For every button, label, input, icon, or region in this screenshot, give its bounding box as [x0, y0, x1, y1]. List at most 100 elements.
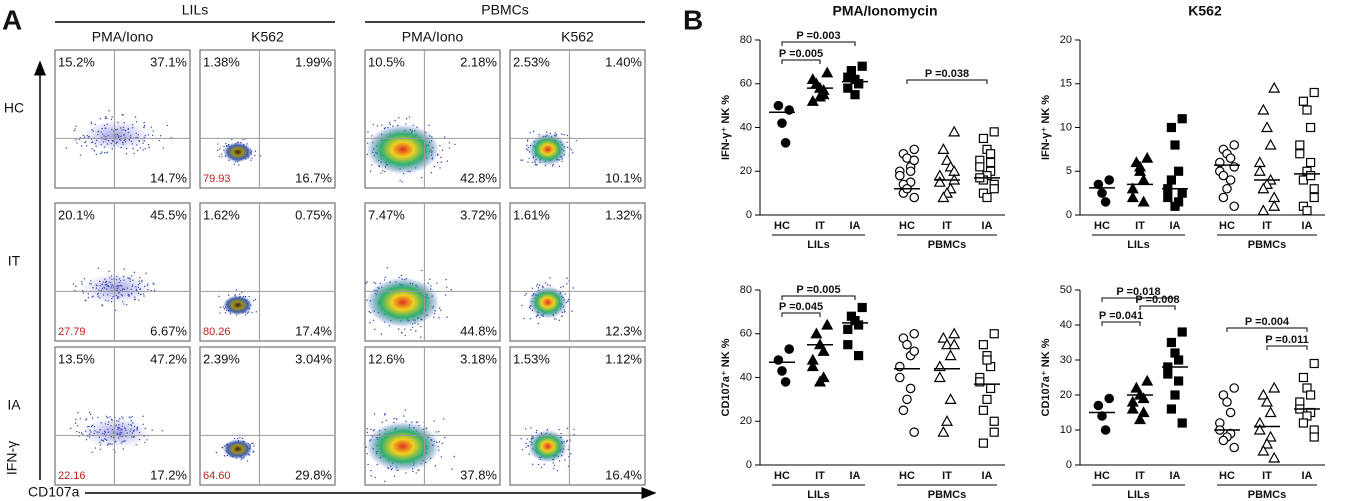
quadrant-lr: 6.67% — [150, 323, 187, 338]
event-dot — [259, 155, 262, 157]
event-dot — [376, 125, 379, 127]
event-dot — [524, 428, 527, 430]
event-dot — [420, 176, 423, 179]
event-dot — [370, 428, 372, 431]
data-point — [1225, 407, 1236, 418]
event-dot — [166, 124, 168, 127]
event-dot — [433, 420, 435, 422]
plot-frame — [199, 346, 336, 486]
data-point — [1309, 192, 1319, 203]
flow-plot: 1.38% 1.99% 16.7% 79.93 — [199, 49, 336, 189]
quadrant-ul: 15.2% — [58, 54, 95, 69]
event-dot — [239, 293, 241, 296]
event-dot — [219, 306, 222, 309]
data-point — [1229, 140, 1239, 150]
data-point — [989, 127, 999, 137]
event-dot — [564, 310, 566, 313]
event-dot — [546, 131, 548, 133]
event-dot — [85, 419, 87, 421]
data-point — [909, 346, 919, 357]
data-point — [989, 329, 999, 339]
event-dot — [240, 459, 242, 461]
plot-frame — [509, 346, 646, 486]
y-axis-label: IFN-γ⁺ NK % — [720, 95, 732, 160]
density-core — [81, 120, 150, 151]
event-dot — [369, 170, 372, 172]
event-dot — [74, 289, 76, 292]
quadrant-lr: 42.8% — [460, 170, 497, 185]
event-dot — [405, 118, 408, 120]
quadrant-lr: 12.3% — [605, 323, 642, 338]
event-dot — [438, 307, 441, 309]
data-point — [1104, 393, 1114, 404]
data-point — [1260, 121, 1274, 133]
event-dot — [81, 283, 83, 285]
density-core — [366, 277, 440, 328]
event-dot — [528, 453, 531, 455]
y-axis-label: IFN-γ — [4, 441, 20, 475]
event-dot — [375, 282, 377, 285]
event-dot — [384, 413, 386, 415]
event-dot — [134, 116, 137, 118]
event-dot — [560, 286, 562, 289]
data-point — [1260, 395, 1274, 407]
density-core — [223, 439, 253, 460]
category-label: HC — [774, 470, 790, 482]
data-point — [1163, 369, 1173, 379]
plot-frame — [54, 346, 191, 486]
panel-label: B — [683, 4, 703, 35]
data-point — [1141, 374, 1154, 386]
data-point — [937, 191, 950, 203]
y-tick-label: 10 — [1060, 424, 1072, 436]
event-dot — [401, 181, 403, 183]
dot-plot: 0 20 40 60 80 PMA/Ionomycin IFN-γ⁺ NK % HC IT IA H… — [720, 3, 1005, 251]
data-point — [1268, 200, 1281, 211]
data-point — [937, 331, 950, 343]
event-dot — [560, 133, 563, 135]
data-point — [982, 192, 992, 203]
event-dot — [135, 121, 138, 123]
data-point — [1173, 355, 1184, 365]
event-dot — [405, 123, 407, 125]
y-tick-label: 60 — [740, 328, 752, 340]
event-dot — [446, 316, 448, 318]
flow-plot: 20.1% 45.5% 6.67% 27.79 — [54, 202, 191, 342]
density-core — [223, 295, 253, 316]
event-dot — [72, 283, 75, 285]
quadrant-ul: 1.38% — [203, 54, 240, 69]
p-value: P =0.041 — [1099, 310, 1143, 322]
event-dot — [224, 312, 227, 314]
event-dot — [161, 430, 163, 432]
event-dot — [79, 418, 81, 420]
event-dot — [150, 126, 153, 128]
data-point — [853, 351, 864, 361]
data-point — [1218, 192, 1229, 203]
event-dot — [404, 409, 407, 411]
panel-label: A — [2, 4, 22, 35]
event-dot — [374, 476, 376, 479]
event-dot — [527, 161, 529, 163]
data-point — [905, 383, 916, 394]
event-dot — [222, 447, 224, 449]
event-dot — [231, 138, 233, 141]
data-point — [895, 170, 905, 181]
event-dot — [152, 130, 154, 132]
y-tick-label: 20 — [740, 165, 752, 177]
event-dot — [90, 122, 93, 125]
p-value: P =0.011 — [1265, 334, 1309, 346]
event-dot — [125, 153, 128, 155]
event-dot — [238, 164, 240, 166]
event-dot — [108, 270, 110, 273]
data-point — [821, 318, 834, 330]
data-point — [1097, 188, 1107, 198]
event-dot — [151, 134, 154, 137]
data-point — [1166, 175, 1177, 185]
column-header: PMA/Iono — [92, 29, 154, 45]
data-point — [1093, 400, 1104, 411]
quadrant-ur: 1.32% — [605, 207, 642, 222]
event-dot — [430, 172, 433, 174]
dot-plots: 0 20 40 60 80 PMA/Ionomycin IFN-γ⁺ NK % HC IT IA H… — [720, 3, 1325, 501]
event-dot — [254, 298, 257, 301]
event-dot — [549, 277, 551, 279]
event-dot — [444, 436, 446, 439]
